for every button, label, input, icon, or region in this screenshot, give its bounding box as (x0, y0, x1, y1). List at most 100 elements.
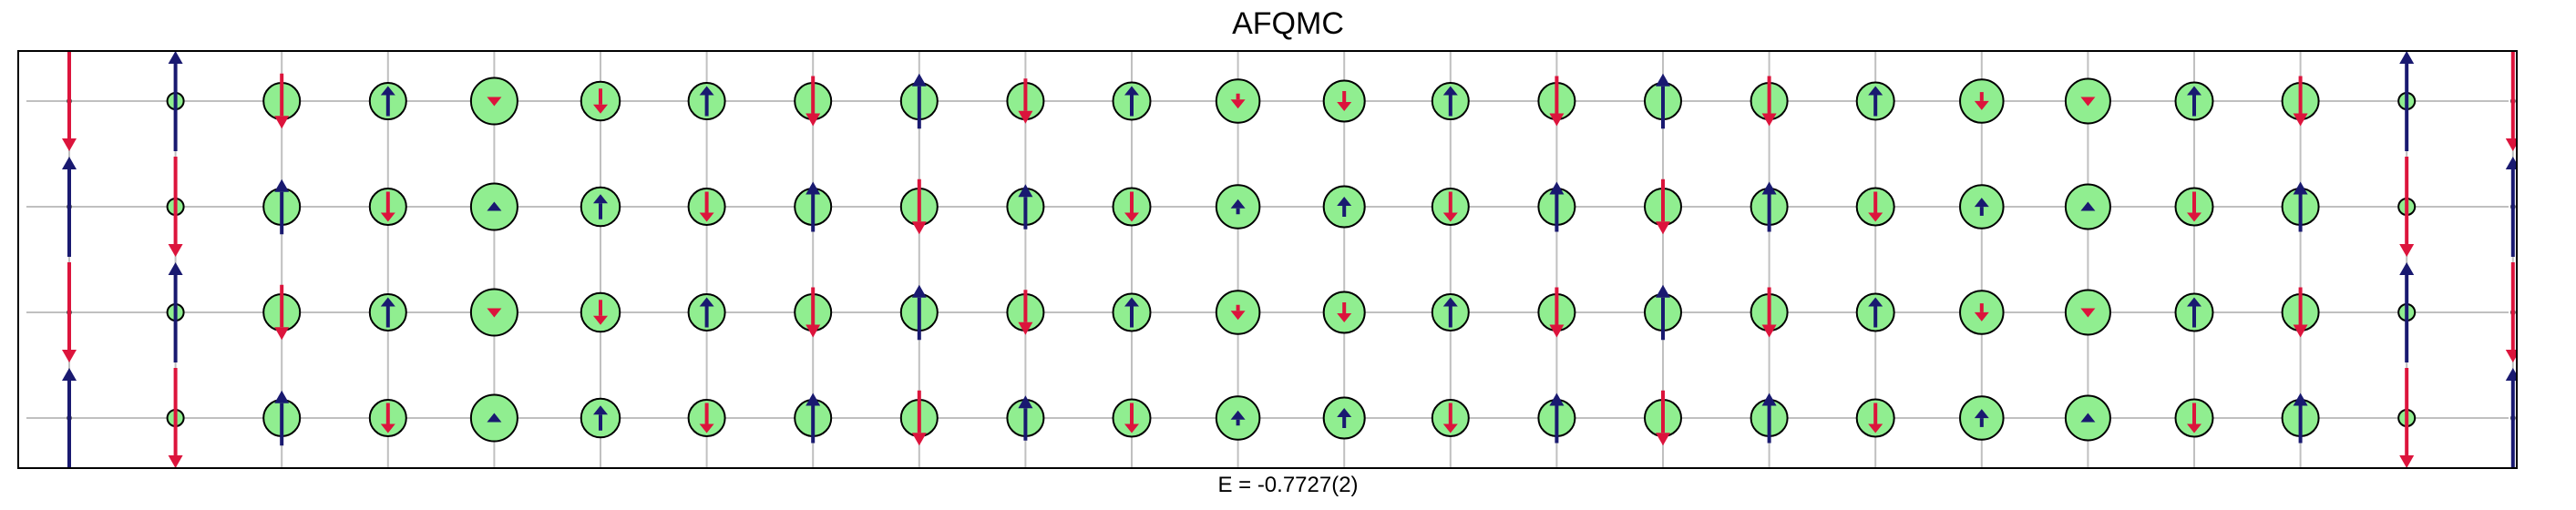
lattice-site (1006, 290, 1045, 335)
lattice-site (62, 51, 77, 151)
spin-down-arrow-icon (1974, 100, 1989, 110)
lattice-site (1322, 79, 1366, 123)
spin-down-arrow-icon (1549, 113, 1565, 127)
lattice-site (2064, 77, 2111, 125)
spin-down-arrow-icon (1230, 99, 1246, 109)
spin-down-arrow-icon (699, 212, 714, 222)
lattice-site (469, 182, 518, 231)
lattice-site (62, 157, 77, 257)
spin-up-arrow-icon (2399, 262, 2415, 275)
spin-down-arrow-icon (168, 244, 183, 257)
spin-down-arrow-icon (1018, 110, 1033, 124)
lattice-site (1215, 395, 1261, 441)
spin-up-arrow-icon (1337, 197, 1352, 206)
lattice-site (1431, 399, 1470, 437)
spin-up-arrow-icon (1230, 199, 1246, 209)
lattice-site (2397, 157, 2417, 257)
spin-up-arrow-icon (380, 297, 395, 307)
spin-up-arrow-icon (168, 262, 183, 275)
spin-lattice-svg (17, 50, 2518, 469)
spin-up-arrow-icon (1549, 181, 1565, 195)
lattice-site (2281, 181, 2320, 232)
lattice-site (2064, 183, 2111, 230)
spin-up-arrow-icon (380, 86, 395, 96)
spin-up-arrow-icon (1124, 86, 1139, 96)
lattice-site (1750, 76, 1789, 127)
lattice-site (794, 181, 833, 232)
lattice-site (2397, 51, 2417, 151)
lattice-site (2174, 292, 2214, 332)
spin-down-arrow-icon (62, 138, 77, 151)
lattice-site (687, 188, 726, 226)
lattice-site (794, 287, 833, 338)
lattice-site (1855, 187, 1895, 227)
spin-up-arrow-icon (1974, 198, 1989, 208)
spin-up-arrow-icon (1337, 408, 1352, 417)
spin-down-arrow-icon (1442, 423, 1458, 434)
lattice-site (368, 399, 407, 437)
spin-down-arrow-icon (274, 327, 290, 341)
lattice-site (1322, 185, 1366, 229)
spin-down-arrow-icon (1868, 423, 1883, 434)
lattice-site (1644, 73, 1682, 129)
lattice-site (1537, 181, 1576, 232)
spin-down-arrow-icon (911, 221, 927, 235)
lattice-site (469, 288, 518, 337)
lattice-site (580, 397, 621, 439)
lattice-site (1644, 390, 1682, 446)
spin-down-arrow-icon (1442, 212, 1458, 222)
lattice-site (1215, 184, 1261, 230)
lattice-site (166, 262, 185, 362)
lattice-site (687, 293, 726, 332)
spin-up-arrow-icon (1868, 297, 1883, 307)
lattice-site (2281, 393, 2320, 444)
lattice-site (166, 51, 185, 151)
spin-down-arrow-icon (2187, 423, 2201, 434)
spin-up-arrow-icon (2293, 181, 2308, 195)
lattice-site (62, 368, 77, 468)
spin-up-arrow-icon (593, 194, 608, 204)
spin-down-arrow-icon (593, 104, 608, 114)
lattice-site (1112, 187, 1152, 227)
spin-up-arrow-icon (806, 181, 821, 195)
lattice-site (1959, 290, 2005, 335)
lattice-site (1112, 81, 1152, 121)
lattice-site (1959, 184, 2005, 230)
lattice-site (899, 284, 939, 341)
lattice-site (2505, 51, 2518, 151)
spin-up-arrow-icon (2080, 201, 2096, 211)
plot-frame (17, 50, 2518, 469)
lattice-site (2174, 81, 2214, 121)
lattice-site (2505, 157, 2518, 257)
spin-down-arrow-icon (62, 350, 77, 362)
spin-down-arrow-icon (2187, 212, 2201, 222)
spin-down-arrow-icon (2293, 324, 2308, 338)
spin-down-arrow-icon (2399, 244, 2415, 257)
spin-down-arrow-icon (2399, 455, 2415, 468)
spin-up-arrow-icon (168, 51, 183, 64)
spin-down-arrow-icon (168, 455, 183, 468)
spin-down-arrow-icon (1337, 313, 1352, 322)
spin-down-arrow-icon (2293, 113, 2308, 127)
lattice-site (2174, 398, 2214, 438)
lattice-site (1750, 181, 1789, 232)
lattice-site (166, 368, 185, 468)
spin-up-arrow-icon (487, 201, 502, 211)
spin-down-arrow-icon (1656, 433, 1670, 446)
lattice-site (899, 390, 939, 446)
lattice-site (166, 157, 185, 257)
spin-down-arrow-icon (593, 315, 608, 325)
lattice-site (1855, 398, 1895, 438)
spin-up-arrow-icon (1018, 184, 1033, 198)
spin-up-arrow-icon (2080, 413, 2096, 423)
spin-up-arrow-icon (1124, 297, 1139, 307)
lattice-site (1431, 82, 1470, 120)
lattice-site (1750, 393, 1789, 444)
lattice-site (2397, 262, 2417, 362)
lattice-site (2281, 287, 2320, 338)
lattice-site (1537, 393, 1576, 444)
lattice-site (1215, 290, 1261, 335)
spin-down-arrow-icon (806, 113, 821, 127)
spin-down-arrow-icon (274, 116, 290, 129)
spin-up-arrow-icon (911, 284, 927, 298)
